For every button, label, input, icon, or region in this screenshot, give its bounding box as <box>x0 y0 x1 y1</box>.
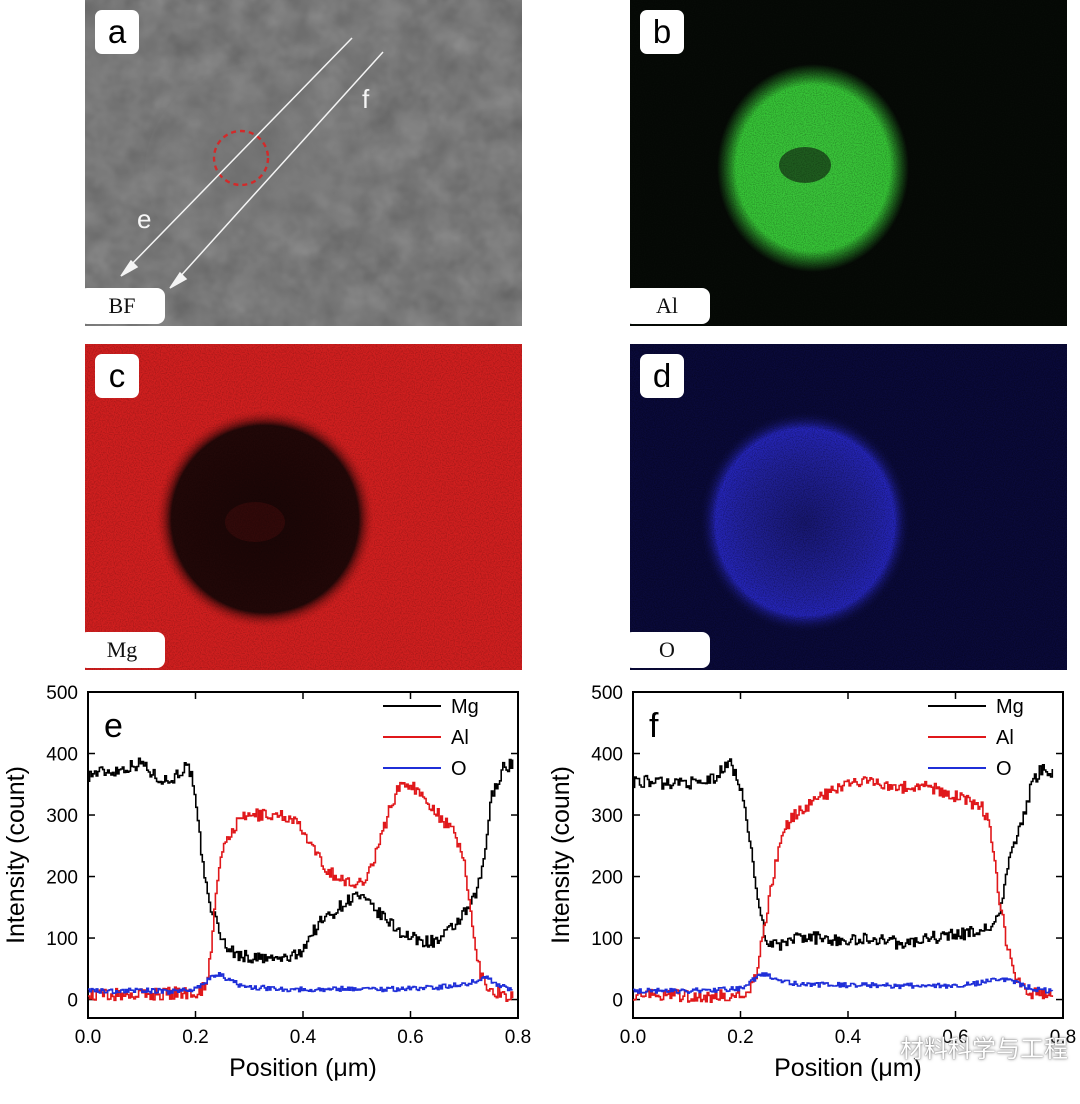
y-tick-label: 0 <box>67 991 78 1012</box>
legend-label-al: Al <box>996 727 1014 749</box>
series-line-mg <box>633 758 1054 951</box>
chart-panel-label: f <box>649 707 659 745</box>
y-tick-label: 200 <box>591 868 623 889</box>
x-tick-label: 0.4 <box>835 1027 862 1048</box>
y-tick-label: 300 <box>46 806 78 827</box>
panel-letter-d: d <box>640 354 684 398</box>
panel-b-al-map: b Al <box>630 0 1067 326</box>
panel-c-mg-map: c Mg <box>85 344 522 670</box>
watermark: 材料科学与工程 <box>900 1035 1068 1063</box>
x-tick-label: 0.4 <box>290 1027 317 1048</box>
x-tick-label: 0.8 <box>505 1027 531 1048</box>
y-tick-label: 100 <box>591 929 623 950</box>
panel-tag-mg: Mg <box>85 632 165 668</box>
line-profile-chart-f: 0.0 0.2 0.4 0.6 0.8 0 100 200 300 400 500 Position … <box>547 683 1076 1082</box>
al-map-image <box>630 0 1067 326</box>
y-tick-label: 400 <box>46 745 78 766</box>
line-profile-chart-e: 0.0 0.2 0.4 0.6 0.8 0 100 200 300 400 500 Position … <box>2 683 531 1082</box>
series-line-o <box>88 972 513 995</box>
x-tick-label: 0.8 <box>1050 1027 1076 1048</box>
y-axis-label: Intensity (count) <box>2 766 30 944</box>
selected-region-circle <box>212 129 270 187</box>
panel-tag-bf: BF <box>85 288 165 324</box>
chart-panel-label: e <box>104 707 123 745</box>
x-tick-label: 0.6 <box>942 1027 968 1048</box>
line-label-e: e <box>137 204 151 234</box>
x-tick-label: 0.6 <box>397 1027 423 1048</box>
x-tick-label: 0.2 <box>182 1027 208 1048</box>
panel-tag-o: O <box>630 632 710 668</box>
series-line-o <box>633 972 1054 994</box>
bf-image: e f <box>85 0 522 326</box>
legend-label-al: Al <box>451 727 469 749</box>
panel-d-o-map: d O <box>630 344 1067 670</box>
panel-tag-al: Al <box>630 288 710 324</box>
line-scan-arrows <box>120 37 384 289</box>
x-axis-label: Position (μm) <box>229 1054 377 1082</box>
y-tick-label: 500 <box>591 683 623 704</box>
legend-label-o: O <box>996 758 1012 780</box>
series-line-mg <box>88 757 514 964</box>
panel-letter-c: c <box>95 354 139 398</box>
y-tick-label: 200 <box>46 868 78 889</box>
line-label-f: f <box>362 84 370 114</box>
y-axis-label: Intensity (count) <box>547 766 575 944</box>
panel-letter-b: b <box>640 10 684 54</box>
y-tick-label: 400 <box>591 745 623 766</box>
x-tick-label: 0.0 <box>75 1027 101 1048</box>
panel-letter-a: a <box>95 10 139 54</box>
y-tick-label: 100 <box>46 929 78 950</box>
x-tick-label: 0.0 <box>620 1027 646 1048</box>
series-line-al <box>88 781 514 1002</box>
y-tick-label: 0 <box>612 991 623 1012</box>
mg-map-image <box>85 344 522 670</box>
legend-label-mg: Mg <box>451 696 479 718</box>
series-line-al <box>633 776 1054 1003</box>
o-map-image <box>630 344 1067 670</box>
y-tick-label: 300 <box>591 806 623 827</box>
panel-a-bright-field: e f a BF <box>85 0 522 326</box>
x-tick-label: 0.2 <box>727 1027 753 1048</box>
y-tick-label: 500 <box>46 683 78 704</box>
legend-label-mg: Mg <box>996 696 1024 718</box>
x-axis-label: Position (μm) <box>774 1054 922 1082</box>
legend-label-o: O <box>451 758 467 780</box>
